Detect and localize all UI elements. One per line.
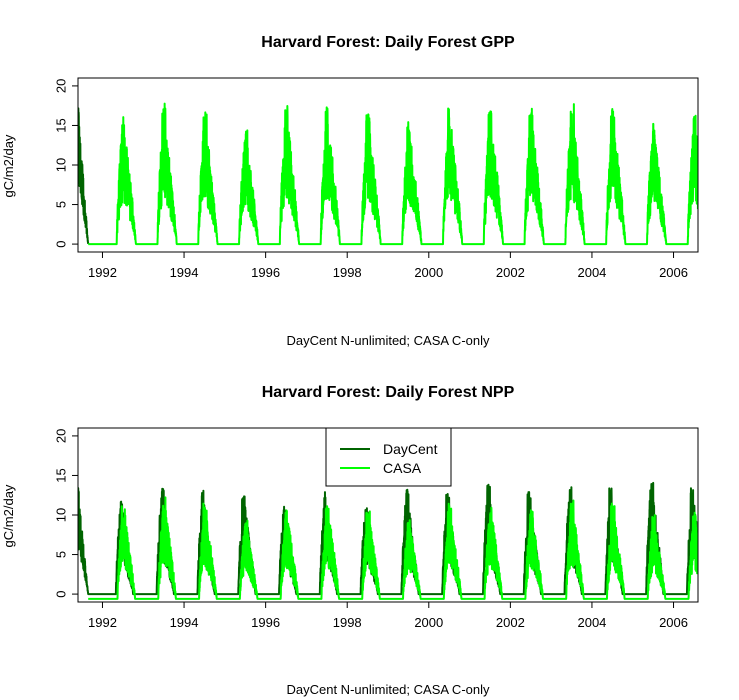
npp-x-tick-label: 1992	[88, 615, 117, 630]
gpp-y-tick-label: 10	[53, 158, 68, 172]
gpp-plot-frame	[77, 77, 699, 253]
gpp-y-tick-label: 15	[53, 118, 68, 132]
npp-chart: Harvard Forest: Daily Forest NPP gC/m2/d…	[1, 384, 699, 697]
gpp-x-tick-label: 1996	[251, 265, 280, 280]
gpp-y-tick-label: 20	[53, 79, 68, 93]
npp-x-tick-label: 2004	[577, 615, 606, 630]
npp-x-tick-label: 2006	[659, 615, 688, 630]
gpp-x-tick-label: 2002	[496, 265, 525, 280]
npp-y-tick-label: 15	[53, 468, 68, 482]
npp-y-tick-label: 0	[53, 590, 68, 597]
gpp-x-tick-label: 2000	[414, 265, 443, 280]
npp-x-ticks: 1992 1994 1996 1998 2000 2002 2004 2006	[88, 602, 688, 630]
npp-y-tick-label: 10	[53, 508, 68, 522]
gpp-y-tick-label: 0	[53, 240, 68, 247]
legend-label-casa: CASA	[383, 460, 422, 476]
gpp-series-casa-line	[87, 102, 698, 246]
gpp-y-axis-label: gC/m2/day	[1, 134, 16, 197]
npp-x-tick-label: 1996	[251, 615, 280, 630]
npp-series-daycent-line	[78, 481, 698, 596]
gpp-x-axis-label: DayCent N-unlimited; CASA C-only	[286, 333, 490, 348]
npp-chart-title: Harvard Forest: Daily Forest NPP	[262, 384, 515, 401]
gpp-x-tick-label: 1998	[333, 265, 362, 280]
gpp-x-tick-label: 2004	[577, 265, 606, 280]
legend-label-daycent: DayCent	[383, 441, 438, 457]
npp-x-tick-label: 1998	[333, 615, 362, 630]
npp-x-tick-label: 1994	[170, 615, 199, 630]
npp-series-layer	[78, 481, 698, 600]
gpp-x-ticks: 1992 1994 1996 1998 2000 2002 2004 2006	[88, 252, 688, 280]
npp-legend: DayCent CASA	[325, 427, 452, 487]
gpp-x-tick-label: 1994	[170, 265, 199, 280]
npp-y-ticks: 0 5 10 15 20	[53, 429, 78, 598]
gpp-series-daycent-line	[78, 107, 90, 244]
gpp-y-ticks: 0 5 10 15 20	[53, 79, 78, 248]
npp-x-axis-label: DayCent N-unlimited; CASA C-only	[286, 682, 490, 697]
gpp-x-tick-label: 1992	[88, 265, 117, 280]
legend-box	[325, 427, 452, 487]
gpp-chart-title: Harvard Forest: Daily Forest GPP	[261, 34, 515, 51]
gpp-series-layer	[78, 102, 698, 246]
gpp-chart: Harvard Forest: Daily Forest GPP gC/m2/d…	[1, 34, 699, 348]
npp-x-tick-label: 2000	[414, 615, 443, 630]
npp-y-tick-label: 5	[53, 551, 68, 558]
npp-y-axis-label: gC/m2/day	[1, 484, 16, 547]
gpp-y-tick-label: 5	[53, 201, 68, 208]
npp-x-tick-label: 2002	[496, 615, 525, 630]
gpp-x-tick-label: 2006	[659, 265, 688, 280]
npp-y-tick-label: 20	[53, 429, 68, 443]
npp-series-casa-line	[87, 496, 698, 600]
